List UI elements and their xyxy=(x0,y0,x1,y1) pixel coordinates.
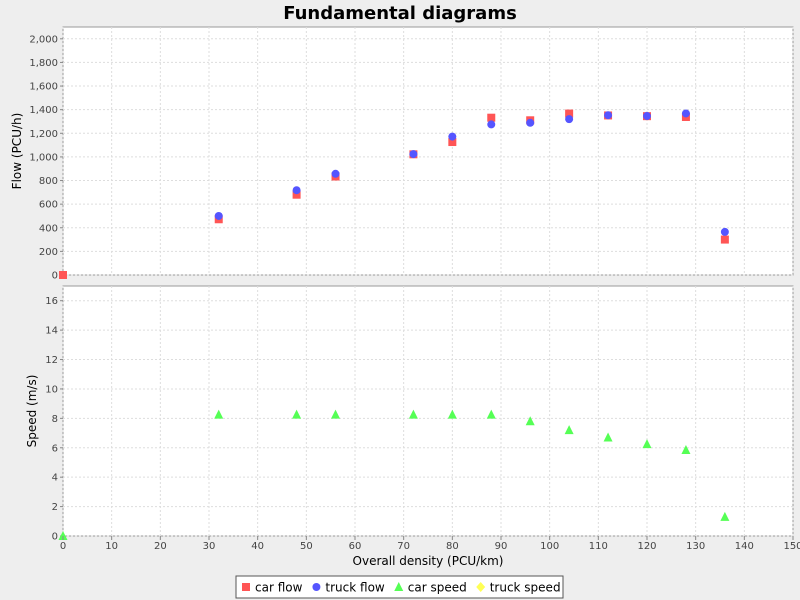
truck-flow-point xyxy=(681,109,690,118)
truck-flow-point xyxy=(448,132,457,141)
speed-plot-area xyxy=(62,285,794,537)
x-tick-label: 120 xyxy=(637,541,656,552)
truck-flow-point xyxy=(643,112,651,121)
car-flow-point xyxy=(448,138,457,147)
car-speed-point xyxy=(525,416,535,426)
legend-truck-flow-marker xyxy=(312,583,321,591)
speed-subplot: 0 2 4 6 8 10 12 14 16 Speed (m/s) xyxy=(25,285,794,543)
car-speed-point xyxy=(331,409,341,419)
x-axis-label: Overall density (PCU/km) xyxy=(353,554,504,568)
speed-y-tick-label: 12 xyxy=(45,355,58,366)
flow-y-tick-label: 200 xyxy=(39,247,58,258)
truck-flow-point xyxy=(214,211,223,220)
truck-flow-point xyxy=(331,169,340,178)
x-tick-label: 110 xyxy=(589,541,608,552)
flow-y-tick-label: 1,800 xyxy=(29,58,58,69)
x-tick-label: 0 xyxy=(60,541,66,552)
flow-y-tick-label: 1,600 xyxy=(29,82,58,93)
flow-subplot: 0 200 400 600 800 1,000 1,200 1,400 1,600 1,800 2,… xyxy=(10,26,794,282)
truck-flow-point xyxy=(487,120,496,129)
car-flow-point xyxy=(487,113,496,122)
truck-flow-point xyxy=(292,186,301,195)
x-tick-label: 100 xyxy=(540,541,559,552)
speed-y-tick-label: 0 xyxy=(52,532,58,543)
car-speed-point xyxy=(681,444,691,454)
x-tick-label: 140 xyxy=(735,541,754,552)
legend-car-speed-label: car speed xyxy=(408,581,467,595)
speed-y-tick-label: 8 xyxy=(52,414,58,425)
flow-y-tick-label: 600 xyxy=(39,200,58,211)
x-tick-label: 20 xyxy=(154,541,167,552)
car-flow-point xyxy=(59,271,67,279)
flow-y-ticks: 0 200 400 600 800 1,000 1,200 1,400 1,600 1,800 2,… xyxy=(29,34,63,282)
x-axis-ticks: 0 10 20 30 40 50 60 70 80 90 100 110 120 130 140 150 xyxy=(60,536,800,552)
car-speed-point xyxy=(408,409,418,419)
legend-truck-speed-label: truck speed xyxy=(490,581,561,595)
car-speed-point xyxy=(486,409,496,419)
truck-flow-point xyxy=(565,115,574,124)
speed-data-points xyxy=(58,409,730,540)
legend: car flow truck flow car speed truck speed xyxy=(235,575,564,599)
flow-y-tick-label: 1,400 xyxy=(29,105,58,116)
car-flow-point xyxy=(292,190,301,199)
flow-y-tick-label: 1,000 xyxy=(29,152,58,163)
speed-y-tick-label: 6 xyxy=(52,443,58,454)
legend-truck-speed-marker xyxy=(476,582,486,592)
x-tick-label: 70 xyxy=(397,541,410,552)
speed-y-tick-label: 16 xyxy=(45,296,58,307)
car-speed-point xyxy=(603,432,613,442)
speed-y-tick-label: 10 xyxy=(45,384,58,395)
car-speed-point xyxy=(292,409,302,419)
x-tick-label: 150 xyxy=(783,541,800,552)
flow-plot-area xyxy=(62,26,794,276)
legend-truck-flow-label: truck flow xyxy=(325,581,385,595)
truck-flow-point xyxy=(720,227,729,236)
flow-y-tick-label: 800 xyxy=(39,176,58,187)
x-tick-label: 90 xyxy=(495,541,508,552)
x-tick-label: 30 xyxy=(203,541,216,552)
car-speed-point xyxy=(720,511,730,521)
legend-car-flow-label: car flow xyxy=(255,581,303,595)
car-speed-point xyxy=(447,409,457,419)
flow-y-tick-label: 1,200 xyxy=(29,129,58,140)
car-speed-point xyxy=(214,409,224,419)
car-speed-point xyxy=(564,425,574,435)
speed-y-tick-label: 14 xyxy=(45,326,58,337)
speed-y-tick-label: 4 xyxy=(52,473,58,484)
x-tick-label: 10 xyxy=(105,541,118,552)
flow-y-tick-label: 2,000 xyxy=(29,34,58,45)
car-speed-point xyxy=(642,439,652,449)
flow-gridlines xyxy=(62,27,794,276)
flow-y-tick-label: 400 xyxy=(39,223,58,234)
speed-gridlines xyxy=(62,286,794,537)
x-tick-label: 130 xyxy=(686,541,705,552)
speed-y-ticks: 0 2 4 6 8 10 12 14 16 xyxy=(45,296,63,543)
truck-flow-point xyxy=(604,111,613,120)
flow-y-axis-label: Flow (PCU/h) xyxy=(10,113,24,190)
x-tick-label: 50 xyxy=(300,541,313,552)
x-tick-label: 80 xyxy=(446,541,459,552)
flow-data-points xyxy=(59,109,729,279)
speed-y-tick-label: 2 xyxy=(52,502,58,513)
truck-flow-point xyxy=(409,150,418,159)
flow-y-tick-label: 0 xyxy=(52,271,58,282)
x-tick-label: 40 xyxy=(251,541,264,552)
legend-car-flow-marker xyxy=(242,583,250,591)
car-flow-point xyxy=(565,109,574,118)
x-tick-label: 60 xyxy=(349,541,362,552)
car-speed-point xyxy=(58,531,68,540)
legend-car-speed-marker xyxy=(394,582,404,591)
truck-flow-point xyxy=(526,118,535,127)
chart-title: Fundamental diagrams xyxy=(283,3,517,24)
speed-y-axis-label: Speed (m/s) xyxy=(25,375,39,448)
car-flow-point xyxy=(720,235,729,244)
